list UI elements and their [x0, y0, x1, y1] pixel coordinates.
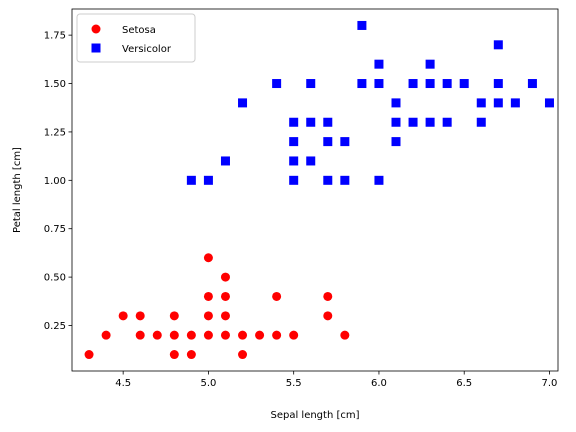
setosa-point-16 [220, 291, 230, 301]
versicolor-point-3 [238, 98, 248, 108]
versicolor-point-40 [544, 98, 554, 108]
versicolor-point-19 [374, 59, 384, 69]
versicolor-point-22 [391, 98, 401, 108]
versicolor-point-26 [408, 117, 418, 127]
y-axis-ticks: 0.25 0.50 0.75 1.00 1.25 1.50 1.75 [44, 31, 72, 332]
setosa-point-22 [272, 291, 282, 301]
legend-box [76, 13, 196, 63]
versicolor-point-35 [493, 40, 503, 50]
y-tick-label: 0.25 [44, 321, 66, 332]
y-tick-label: 1.25 [44, 127, 66, 138]
x-axis-ticks: 4.5 5.0 5.5 6.0 6.5 7.0 [115, 371, 557, 389]
versicolor-point-37 [493, 98, 503, 108]
versicolor-point-7 [289, 156, 299, 166]
setosa-point-4 [135, 330, 145, 340]
setosa-point-0 [84, 350, 94, 360]
versicolor-point-17 [357, 20, 367, 30]
versicolor-point-14 [323, 175, 333, 185]
versicolor-point-30 [442, 79, 452, 89]
versicolor-point-9 [306, 79, 316, 89]
legend-marker-versicolor [91, 43, 101, 53]
legend: Setosa Versicolor [76, 13, 196, 63]
x-tick-label: 7.0 [542, 378, 558, 389]
versicolor-point-11 [306, 156, 316, 166]
versicolor-point-29 [425, 117, 435, 127]
setosa-point-13 [203, 311, 213, 321]
versicolor-point-20 [374, 79, 384, 89]
y-axis-label: Petal length [cm] [12, 147, 23, 233]
plot-frame [71, 8, 559, 372]
setosa-point-10 [186, 350, 196, 360]
x-tick-label: 6.5 [456, 378, 472, 389]
setosa-point-6 [169, 311, 179, 321]
versicolor-point-1 [203, 175, 213, 185]
versicolor-point-2 [220, 156, 230, 166]
versicolor-point-4 [272, 79, 282, 89]
versicolor-point-8 [289, 175, 299, 185]
versicolor-point-23 [391, 117, 401, 127]
x-tick-label: 6.0 [371, 378, 387, 389]
versicolor-point-24 [391, 137, 401, 147]
versicolor-point-31 [442, 117, 452, 127]
data-points [84, 20, 554, 360]
versicolor-point-39 [527, 79, 537, 89]
versicolor-point-16 [340, 175, 350, 185]
setosa-point-20 [238, 350, 248, 360]
setosa-point-3 [135, 311, 145, 321]
versicolor-point-6 [289, 137, 299, 147]
versicolor-point-34 [476, 117, 486, 127]
versicolor-point-38 [510, 98, 520, 108]
versicolor-point-27 [425, 59, 435, 69]
setosa-point-9 [186, 330, 196, 340]
versicolor-point-36 [493, 79, 503, 89]
setosa-point-23 [272, 330, 282, 340]
versicolor-point-15 [340, 137, 350, 147]
y-tick-label: 0.50 [44, 273, 66, 284]
setosa-point-21 [255, 330, 265, 340]
x-tick-label: 4.5 [115, 378, 131, 389]
x-axis-label: Sepal length [cm] [270, 410, 359, 421]
legend-label-setosa: Setosa [122, 25, 156, 36]
y-tick-label: 0.75 [44, 224, 66, 235]
versicolor-point-13 [323, 137, 333, 147]
setosa-point-15 [220, 272, 230, 282]
versicolor-point-28 [425, 79, 435, 89]
y-tick-label: 1.50 [44, 79, 66, 90]
x-tick-label: 5.0 [200, 378, 216, 389]
setosa-point-18 [220, 330, 230, 340]
setosa-point-7 [169, 330, 179, 340]
setosa-point-27 [340, 330, 350, 340]
setosa-point-14 [203, 330, 213, 340]
setosa-point-17 [220, 311, 230, 321]
versicolor-point-0 [186, 175, 196, 185]
setosa-point-12 [203, 291, 213, 301]
y-tick-label: 1.00 [44, 176, 66, 187]
setosa-point-19 [238, 330, 248, 340]
setosa-point-2 [118, 311, 128, 321]
setosa-point-1 [101, 330, 111, 340]
versicolor-point-12 [323, 117, 333, 127]
setosa-point-11 [203, 253, 213, 263]
versicolor-point-32 [459, 79, 469, 89]
versicolor-point-10 [306, 117, 316, 127]
versicolor-point-25 [408, 79, 418, 89]
x-tick-label: 5.5 [286, 378, 302, 389]
setosa-point-25 [323, 291, 333, 301]
legend-marker-setosa [91, 24, 101, 34]
legend-label-versicolor: Versicolor [122, 44, 172, 55]
versicolor-point-5 [289, 117, 299, 127]
setosa-point-5 [152, 330, 162, 340]
setosa-point-26 [323, 311, 333, 321]
versicolor-point-21 [374, 175, 384, 185]
setosa-point-8 [169, 350, 179, 360]
y-tick-label: 1.75 [44, 31, 66, 42]
versicolor-point-33 [476, 98, 486, 108]
versicolor-point-18 [357, 79, 367, 89]
setosa-point-24 [289, 330, 299, 340]
